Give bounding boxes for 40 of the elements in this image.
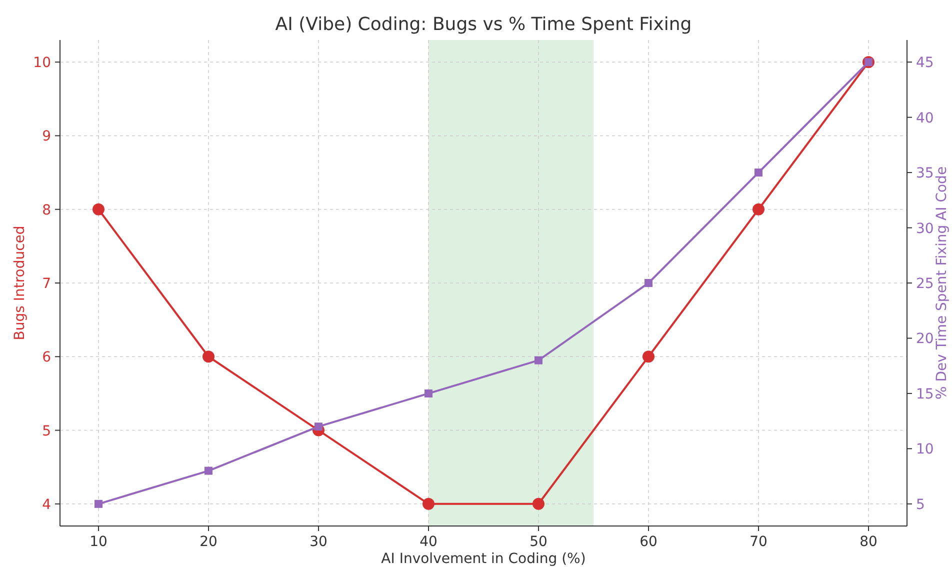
point xyxy=(754,168,762,177)
y-tick-label: 10 xyxy=(33,55,51,72)
x-tick-label: 60 xyxy=(640,534,658,550)
point xyxy=(644,279,652,287)
y-tick-label: 6 xyxy=(42,350,52,366)
point xyxy=(422,498,434,510)
x-tick-label: 30 xyxy=(310,534,328,550)
x-tick-label: 40 xyxy=(420,534,438,550)
y-tick-label: 5 xyxy=(42,423,51,440)
x-tick-label: 20 xyxy=(200,534,218,550)
y-tick-label: 9 xyxy=(42,128,51,145)
x-tick-label: 50 xyxy=(530,534,548,550)
y2-tick-label: 20 xyxy=(916,331,934,348)
y2-tick-label: 35 xyxy=(916,166,934,182)
y-axis-title: Bugs Introduced xyxy=(12,226,28,340)
y2-tick-label: 30 xyxy=(916,220,934,237)
x-axis-title: AI Involvement in Coding (%) xyxy=(381,551,586,567)
y-tick-label: 8 xyxy=(42,202,51,218)
x-tick-label: 10 xyxy=(90,534,108,550)
x-tick-label: 80 xyxy=(860,534,878,550)
point xyxy=(92,203,104,216)
y2-tick-label: 15 xyxy=(916,386,934,402)
y2-tick-label: 25 xyxy=(916,276,934,292)
y-tick-label: 4 xyxy=(42,496,52,513)
chart-title: AI (Vibe) Coding: Bugs vs % Time Spent Fixing xyxy=(275,14,692,35)
y2-tick-label: 40 xyxy=(916,110,934,126)
point xyxy=(642,350,654,363)
point xyxy=(424,389,432,398)
y2-axis-title: % Dev Time Spent Fixing AI Code xyxy=(934,166,950,400)
point xyxy=(752,203,764,216)
y-tick-label: 7 xyxy=(42,276,51,292)
point xyxy=(534,356,542,364)
y2-tick-label: 5 xyxy=(916,496,925,513)
point xyxy=(204,466,212,475)
y2-tick-label: 45 xyxy=(916,55,934,72)
y2-tick-label: 10 xyxy=(916,442,934,458)
point xyxy=(202,350,214,363)
point xyxy=(532,498,544,510)
point xyxy=(94,500,102,508)
x-tick-label: 70 xyxy=(750,534,768,550)
